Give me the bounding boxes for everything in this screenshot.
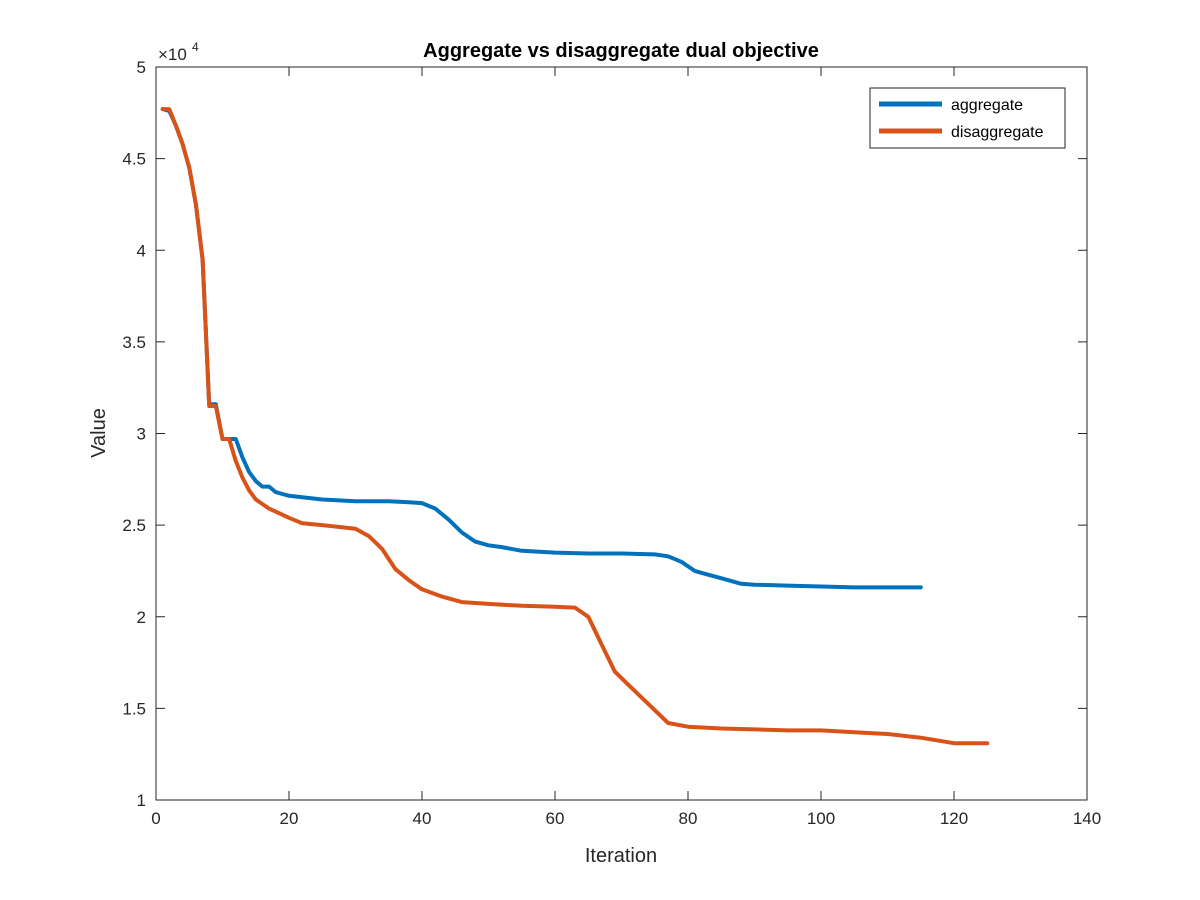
y-tick-label: 4.5 <box>122 150 146 169</box>
x-tick-label: 140 <box>1073 809 1101 828</box>
x-axis-label: Iteration <box>585 845 657 867</box>
y-axis-label: Value <box>88 408 110 458</box>
plot-area <box>155 66 1088 801</box>
x-tick-label: 80 <box>679 809 698 828</box>
legend-label-aggregate: aggregate <box>951 97 1023 114</box>
series-lines <box>160 107 990 746</box>
x-tick-label: 120 <box>940 809 968 828</box>
y-exponent-multiplier: ×10 <box>158 45 187 64</box>
series-line-disaggregate <box>160 107 990 746</box>
y-tick-label: 4 <box>137 241 146 260</box>
y-tick-label: 1 <box>137 791 146 810</box>
x-tick-label: 60 <box>546 809 565 828</box>
y-tick-label: 2.5 <box>122 516 146 535</box>
chart-title: Aggregate vs disaggregate dual objective <box>423 40 819 62</box>
y-tick-label: 1.5 <box>122 699 146 718</box>
tick-marks <box>155 66 1088 801</box>
x-tick-label: 20 <box>280 809 299 828</box>
legend: aggregate disaggregate <box>869 87 1066 149</box>
y-tick-label: 3 <box>137 425 146 444</box>
legend-box <box>869 87 1066 149</box>
y-exponent-power: 4 <box>192 40 199 54</box>
x-tick-label: 0 <box>151 809 160 828</box>
x-tick-label: 40 <box>413 809 432 828</box>
y-tick-label: 3.5 <box>122 333 146 352</box>
x-tick-label: 100 <box>807 809 835 828</box>
y-tick-label: 2 <box>137 608 146 627</box>
y-tick-label: 5 <box>137 58 146 77</box>
legend-label-disaggregate: disaggregate <box>951 124 1044 141</box>
tick-labels: 0 20 40 60 80 100 120 140 1 1.5 2 2.5 3 3.5 4 4.5 5 <box>122 58 1101 828</box>
